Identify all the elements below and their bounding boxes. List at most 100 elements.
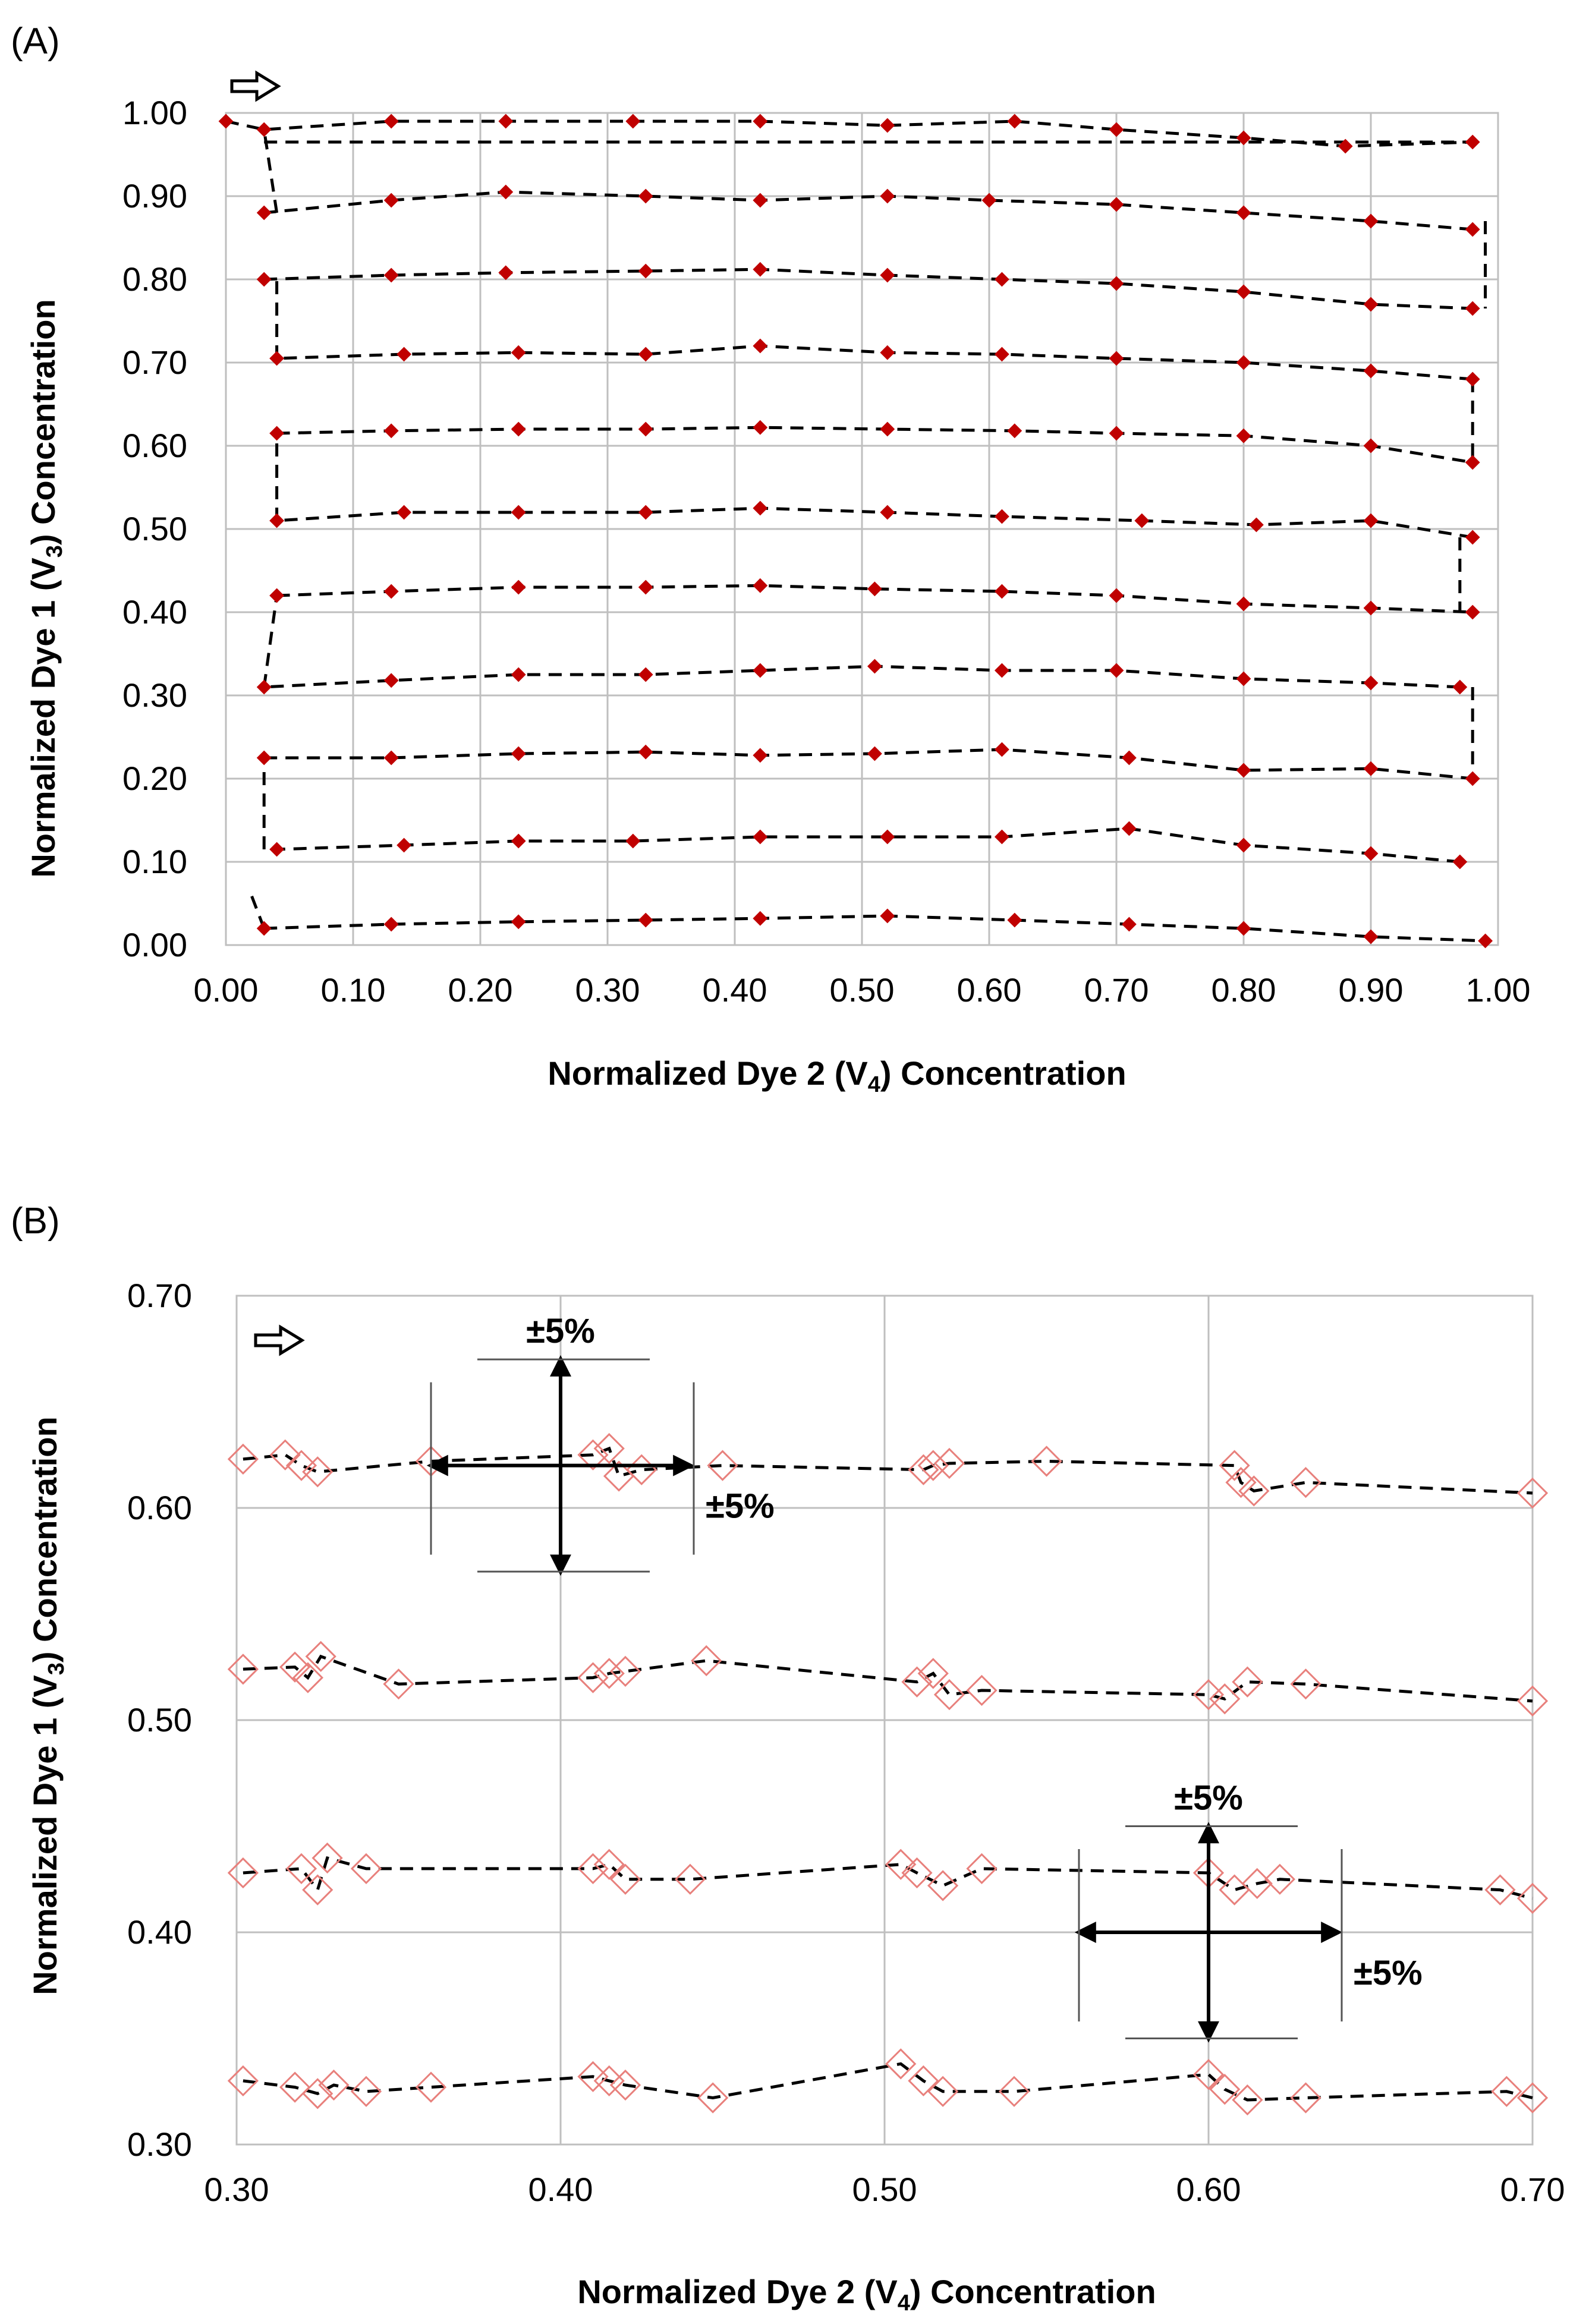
data-point-marker xyxy=(269,842,285,857)
data-point-marker xyxy=(1232,1666,1263,1698)
data-point-marker xyxy=(994,829,1009,845)
data-point-marker xyxy=(1236,763,1251,778)
chart-a: 0.00 0.10 0.20 0.30 0.40 0.50 0.60 0.70 0.80 0.90… xyxy=(122,94,1531,1009)
y-tick-label: 0.40 xyxy=(122,593,187,631)
data-point-marker xyxy=(227,2065,259,2097)
data-point-marker xyxy=(998,2076,1030,2107)
y-tick-label: 0.60 xyxy=(127,1489,192,1526)
data-point-marker xyxy=(1007,912,1022,928)
data-point-marker xyxy=(1363,363,1379,379)
data-point-marker xyxy=(1484,1874,1516,1906)
data-point-marker xyxy=(397,837,412,853)
x-tick-label: 0.90 xyxy=(1339,971,1404,1009)
data-point-marker xyxy=(350,2076,382,2107)
data-point-marker xyxy=(927,2076,959,2107)
data-point-marker xyxy=(1109,276,1124,291)
data-point-marker xyxy=(1236,205,1251,221)
x-tick-label: 0.50 xyxy=(830,971,895,1009)
data-point-marker xyxy=(1465,771,1480,786)
data-point-marker xyxy=(753,578,768,593)
y-tick-label: 0.50 xyxy=(122,510,187,547)
data-point-marker xyxy=(498,114,514,129)
x-tick-label: 0.30 xyxy=(575,971,640,1009)
data-point-marker xyxy=(383,673,399,688)
data-point-marker xyxy=(511,505,526,520)
y-tick-label: 0.70 xyxy=(122,344,187,381)
data-point-marker xyxy=(917,1450,949,1481)
data-point-marker xyxy=(383,584,399,599)
data-point-marker xyxy=(1363,761,1379,776)
direction-arrow-icon xyxy=(254,1324,305,1356)
y-tick-label: 0.90 xyxy=(122,177,187,215)
chart-b-x-axis-title: Normalized Dye 2 (V4) Concentration xyxy=(577,2273,1156,2316)
data-point-marker xyxy=(880,505,895,520)
data-point-marker xyxy=(511,421,526,437)
data-point-marker xyxy=(1109,426,1124,441)
data-point-marker xyxy=(966,1853,998,1885)
data-point-marker xyxy=(1007,114,1022,129)
data-point-marker xyxy=(302,1456,333,1488)
data-point-marker xyxy=(927,1870,959,1901)
data-point-marker xyxy=(269,588,285,603)
data-point-marker xyxy=(753,663,768,678)
data-point-marker xyxy=(994,742,1009,757)
data-point-marker xyxy=(383,750,399,766)
data-point-marker xyxy=(638,912,653,928)
data-point-marker xyxy=(218,114,234,129)
chart-b: 0.30 0.40 0.50 0.60 0.70 0.30 0.40 0.50 0.60 0.70… xyxy=(127,1277,1565,2208)
data-point-marker xyxy=(227,1857,259,1889)
data-point-marker xyxy=(305,1640,336,1673)
data-point-marker xyxy=(1290,1668,1321,1700)
data-point-marker xyxy=(1121,917,1137,932)
y-tick-label: 0.30 xyxy=(127,2125,192,2163)
data-point-marker xyxy=(269,426,285,441)
data-point-marker xyxy=(1363,846,1379,861)
data-point-marker xyxy=(1109,197,1124,212)
x-tick-label: 0.10 xyxy=(321,971,386,1009)
data-point-marker xyxy=(577,2061,609,2092)
data-point-marker xyxy=(256,122,272,137)
data-point-marker xyxy=(691,1645,722,1677)
data-point-marker xyxy=(383,917,399,932)
data-point-marker xyxy=(1236,837,1251,853)
data-point-marker xyxy=(625,114,641,129)
y-tick-label: 0.40 xyxy=(127,1913,192,1951)
data-point-marker xyxy=(1236,921,1251,936)
y-tick-label: 0.20 xyxy=(122,760,187,797)
data-point-marker xyxy=(1121,821,1137,836)
data-point-marker xyxy=(311,1842,343,1874)
data-point-marker xyxy=(609,2069,641,2101)
data-point-marker xyxy=(256,205,272,221)
data-point-marker xyxy=(753,829,768,845)
y-tick-label: 0.30 xyxy=(122,676,187,714)
data-point-marker xyxy=(1109,122,1124,137)
data-point-marker xyxy=(577,1662,609,1693)
data-point-marker xyxy=(753,748,768,763)
data-point-marker xyxy=(880,908,895,924)
data-point-marker xyxy=(1225,1467,1257,1498)
x-tick-label: 0.20 xyxy=(448,971,513,1009)
x-tick-label: 0.60 xyxy=(957,971,1022,1009)
data-point-marker xyxy=(994,663,1009,678)
data-point-marker xyxy=(880,345,895,360)
data-point-marker xyxy=(498,184,514,200)
data-point-marker xyxy=(674,1863,706,1895)
data-point-marker xyxy=(885,1849,917,1880)
data-point-marker xyxy=(1031,1446,1062,1477)
panel-a-label: (A) xyxy=(11,21,60,62)
data-point-marker xyxy=(292,1662,324,1693)
data-point-marker xyxy=(1516,1477,1549,1509)
data-point-marker xyxy=(1219,1450,1250,1481)
data-point-marker xyxy=(1465,134,1480,150)
data-point-marker xyxy=(880,118,895,133)
data-point-marker xyxy=(638,263,653,279)
data-point-marker xyxy=(753,500,768,516)
data-point-marker xyxy=(1465,604,1480,620)
series-line xyxy=(276,506,1473,539)
data-point-marker xyxy=(1363,297,1379,312)
data-point-marker xyxy=(269,351,285,366)
series-line xyxy=(264,914,1486,943)
chart-a-x-axis-title: Normalized Dye 2 (V4) Concentration xyxy=(548,1054,1126,1097)
data-point-marker xyxy=(269,513,285,528)
tolerance-label-top: ±5% xyxy=(526,1312,595,1350)
